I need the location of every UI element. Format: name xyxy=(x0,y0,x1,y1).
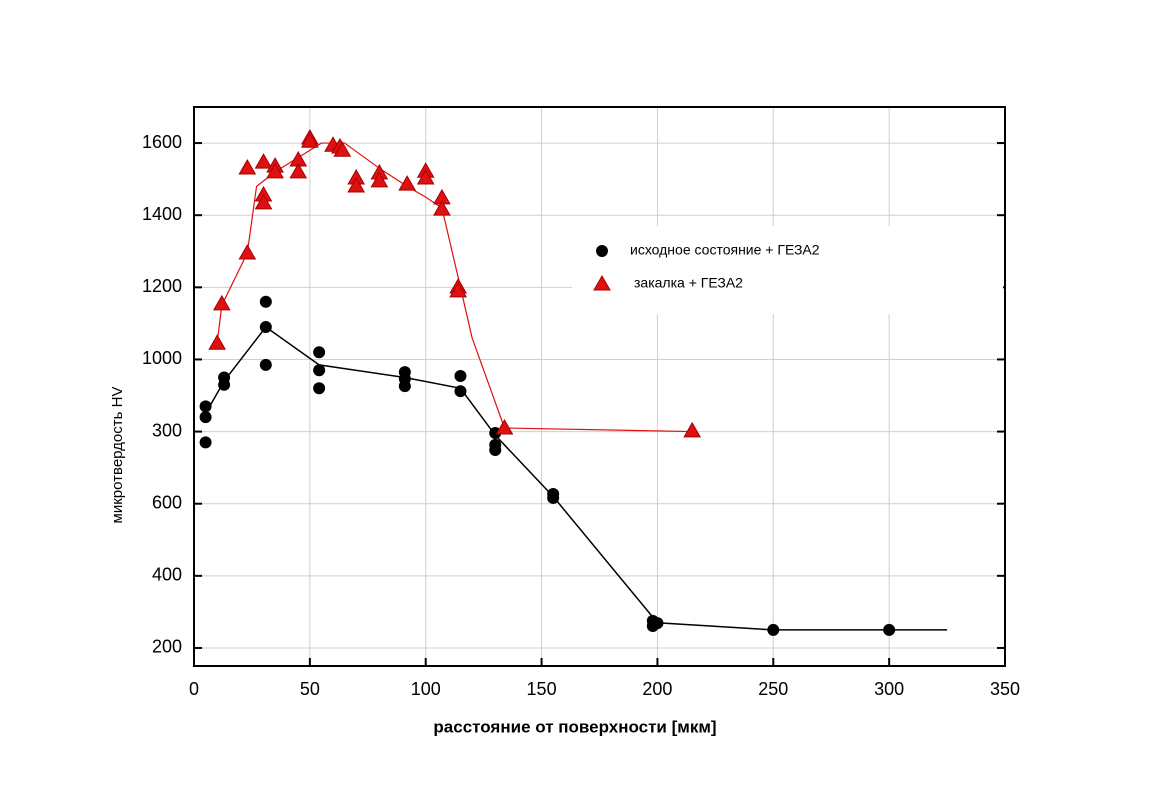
point xyxy=(259,295,272,308)
y-tick-label: 200 xyxy=(152,637,182,657)
legend-marker xyxy=(596,245,608,257)
y-tick-label: 400 xyxy=(152,565,182,585)
point xyxy=(238,244,257,260)
x-tick-label: 350 xyxy=(990,679,1020,699)
x-tick-label: 150 xyxy=(527,679,557,699)
point xyxy=(212,294,231,311)
y-axis-label: микротвердость HV xyxy=(109,387,126,524)
point xyxy=(883,623,896,636)
point xyxy=(259,320,272,333)
x-tick-label: 250 xyxy=(758,679,788,699)
point xyxy=(489,443,502,456)
point xyxy=(266,162,284,179)
point xyxy=(300,132,319,148)
point xyxy=(683,421,702,438)
point xyxy=(651,617,664,630)
point xyxy=(454,370,467,383)
point xyxy=(433,200,451,216)
x-tick-label: 100 xyxy=(411,679,441,699)
legend-box xyxy=(572,226,1003,314)
point xyxy=(259,358,272,371)
point xyxy=(449,281,468,298)
legend-marker xyxy=(593,274,611,291)
point xyxy=(398,175,417,191)
point xyxy=(218,378,231,391)
point xyxy=(398,380,411,393)
y-tick-label: 1400 xyxy=(142,204,182,224)
point xyxy=(416,169,435,185)
x-tick-label: 200 xyxy=(642,679,672,699)
point xyxy=(333,141,352,157)
point xyxy=(238,158,257,175)
point xyxy=(313,346,326,359)
x-tick-label: 0 xyxy=(189,679,199,699)
x-tick-label: 50 xyxy=(300,679,320,699)
fit-line xyxy=(216,142,693,433)
y-tick-label: 300 xyxy=(152,420,182,440)
point xyxy=(767,623,780,636)
point xyxy=(454,385,467,398)
point xyxy=(199,411,212,424)
y-tick-label: 1200 xyxy=(142,276,182,296)
point xyxy=(495,418,514,435)
point xyxy=(199,400,212,413)
point xyxy=(313,364,326,377)
point xyxy=(347,176,366,193)
legend-label: закалка + ГЕЗА2 xyxy=(634,275,743,291)
point xyxy=(547,491,560,504)
plot-frame xyxy=(193,106,1006,667)
x-axis-label: расстояние от поверхности [мкм] xyxy=(433,717,716,736)
point xyxy=(313,382,326,395)
y-tick-label: 1000 xyxy=(142,348,182,368)
legend-label: исходное состояние + ГЕЗА2 xyxy=(630,242,820,258)
point xyxy=(199,436,212,449)
x-tick-label: 300 xyxy=(874,679,904,699)
point xyxy=(254,193,273,210)
point xyxy=(208,334,227,350)
point xyxy=(289,162,308,179)
y-tick-label: 600 xyxy=(152,492,182,512)
point xyxy=(370,171,389,188)
point xyxy=(254,153,273,169)
y-tick-label: 1600 xyxy=(142,132,182,152)
